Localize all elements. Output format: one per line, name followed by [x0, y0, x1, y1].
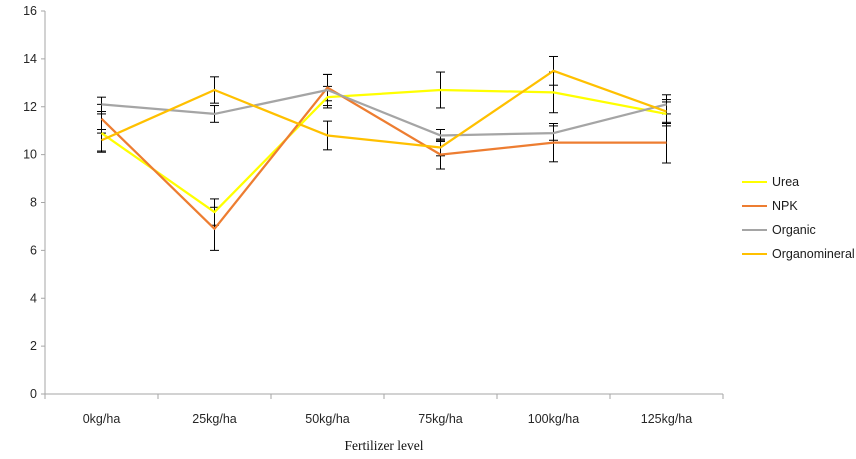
x-axis-title: Fertilizer level: [344, 438, 424, 453]
legend-swatch-organomineral: [742, 252, 767, 256]
x-tick-label: 100kg/ha: [528, 412, 579, 426]
x-tick-label: 50kg/ha: [305, 412, 350, 426]
y-tick-label: 6: [30, 243, 37, 257]
legend-item-organomineral: Organomineral: [742, 242, 855, 266]
x-tick-label: 0kg/ha: [83, 412, 121, 426]
legend-label: Urea: [772, 175, 800, 189]
legend-label: Organomineral: [772, 247, 855, 261]
legend-swatch-urea: [742, 180, 767, 184]
legend-label: Organic: [772, 223, 816, 237]
y-tick-label: 8: [30, 196, 37, 210]
series-line-organomineral: [101, 69, 667, 149]
x-tick-label: 75kg/ha: [418, 412, 463, 426]
y-tick-label: 4: [30, 291, 37, 305]
legend-item-organic: Organic: [742, 218, 855, 242]
legend-item-urea: Urea: [742, 170, 855, 194]
legend-label: NPK: [772, 199, 798, 213]
y-tick-label: 0: [30, 387, 37, 401]
y-tick-label: 12: [23, 100, 37, 114]
x-tick-label: 25kg/ha: [192, 412, 237, 426]
y-tick-label: 10: [23, 148, 37, 162]
series-line-organic: [101, 88, 667, 137]
y-tick-label: 16: [23, 4, 37, 18]
y-tick-label: 14: [23, 52, 37, 66]
y-tick-label: 2: [30, 339, 37, 353]
series-line-urea: [100, 88, 667, 214]
series-line-npk: [100, 86, 667, 230]
legend-swatch-organic: [742, 228, 767, 232]
chart-legend: Urea NPK Organic Organomineral: [742, 170, 855, 266]
legend-item-npk: NPK: [742, 194, 855, 218]
x-tick-label: 125kg/ha: [641, 412, 692, 426]
plot-area: 0 2 4 6 8 10 12 14 16 0kg/ha 25kg/ha 50kg/ha 75kg/ha…: [23, 4, 724, 426]
legend-swatch-npk: [742, 204, 767, 208]
